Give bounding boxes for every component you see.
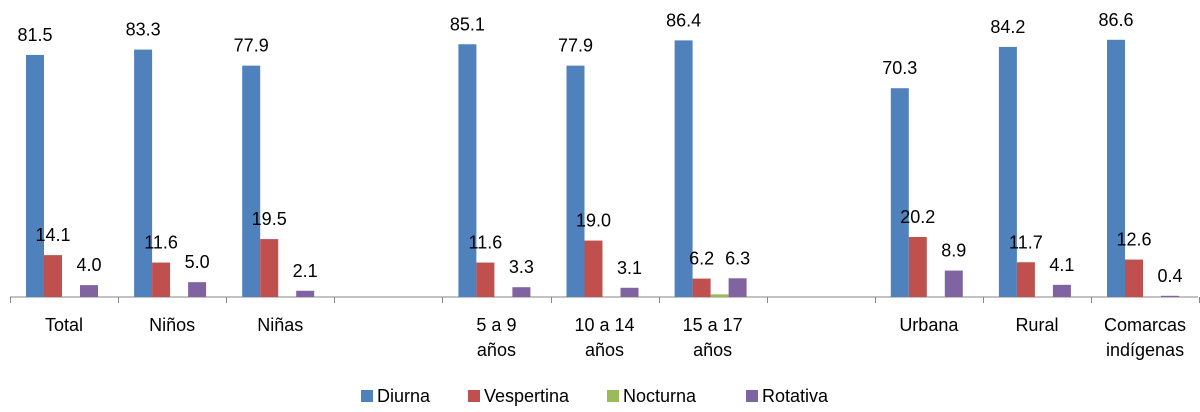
bar-rotativa xyxy=(188,282,207,297)
legend-label: Diurna xyxy=(377,386,431,406)
data-label: 77.9 xyxy=(234,36,269,56)
bar-rotativa xyxy=(944,270,963,297)
data-label: 8.9 xyxy=(941,241,966,261)
data-label: 85.1 xyxy=(450,14,485,34)
bar-diurna xyxy=(242,65,261,298)
data-label: 83.3 xyxy=(126,20,161,40)
data-label: 6.3 xyxy=(725,248,750,268)
data-label: 19.0 xyxy=(576,211,611,231)
legend-swatch xyxy=(746,390,758,402)
legend-swatch xyxy=(361,390,373,402)
legend-label: Rotativa xyxy=(762,386,829,406)
data-label: 3.3 xyxy=(509,257,534,277)
data-label: 5.0 xyxy=(185,252,210,272)
data-label: 70.3 xyxy=(882,58,917,78)
data-label: 0.4 xyxy=(1157,266,1182,286)
category-label: Urbana xyxy=(899,315,959,335)
category-label: 15 a 17 años xyxy=(683,315,743,360)
category-label: Total xyxy=(45,315,83,335)
bar-rotativa xyxy=(296,290,315,297)
data-label: 14.1 xyxy=(35,225,70,245)
bar-rotativa xyxy=(512,287,531,297)
legend-item-nocturna: Nocturna xyxy=(607,386,697,406)
data-label: 86.4 xyxy=(666,10,701,30)
category-label: 5 a 9 años xyxy=(476,315,516,360)
bar-diurna xyxy=(566,65,585,298)
bar-diurna xyxy=(1107,39,1125,297)
legend-item-diurna: Diurna xyxy=(361,386,431,406)
legend-swatch xyxy=(607,390,619,402)
data-label: 20.2 xyxy=(900,207,935,227)
category-label: Rural xyxy=(1015,315,1058,335)
category-label: Niños xyxy=(149,315,195,335)
bar-diurna xyxy=(998,46,1017,298)
bar-vespertina xyxy=(692,278,711,297)
category-label: Comarcas indígenas xyxy=(1104,315,1186,360)
data-label: 3.1 xyxy=(617,258,642,278)
data-label: 81.5 xyxy=(17,25,52,45)
bar-vespertina xyxy=(584,240,603,297)
legend-item-vespertina: Vespertina xyxy=(468,386,570,406)
legend-label: Vespertina xyxy=(484,386,570,406)
bar-rotativa xyxy=(80,285,98,297)
data-label: 11.7 xyxy=(1009,232,1043,252)
data-label: 19.5 xyxy=(252,209,287,229)
legend-swatch xyxy=(468,390,480,402)
bar-vespertina xyxy=(1125,259,1143,297)
data-label: 6.2 xyxy=(689,249,714,269)
legend-item-rotativa: Rotativa xyxy=(746,386,829,406)
data-label: 12.6 xyxy=(1116,230,1151,250)
bar-rotativa xyxy=(1052,284,1071,297)
bar-rotativa xyxy=(728,278,747,297)
bar-diurna xyxy=(458,44,477,298)
data-label: 2.1 xyxy=(293,261,318,281)
data-label: 4.0 xyxy=(76,255,101,275)
bar-diurna xyxy=(134,49,153,297)
bar-vespertina xyxy=(1016,262,1035,297)
bar-vespertina xyxy=(44,255,62,297)
data-label: 77.9 xyxy=(558,36,593,56)
data-label: 11.6 xyxy=(469,233,503,253)
category-label: Niñas xyxy=(257,315,303,335)
data-label: 84.2 xyxy=(990,17,1025,37)
bar-diurna xyxy=(674,40,693,297)
bar-rotativa xyxy=(1161,295,1179,297)
legend-label: Nocturna xyxy=(623,386,697,406)
bar-diurna xyxy=(26,54,44,297)
category-label: 10 a 14 años xyxy=(575,315,635,360)
bar-diurna xyxy=(890,88,909,297)
data-label: 4.1 xyxy=(1049,255,1074,275)
bar-rotativa xyxy=(620,287,639,297)
bar-vespertina xyxy=(152,262,171,297)
bar-vespertina xyxy=(908,237,927,297)
bar-vespertina xyxy=(476,262,495,297)
bar-vespertina xyxy=(260,239,279,297)
data-label: 86.6 xyxy=(1098,10,1133,30)
data-label: 11.6 xyxy=(144,233,178,253)
bar-nocturna xyxy=(710,294,729,297)
